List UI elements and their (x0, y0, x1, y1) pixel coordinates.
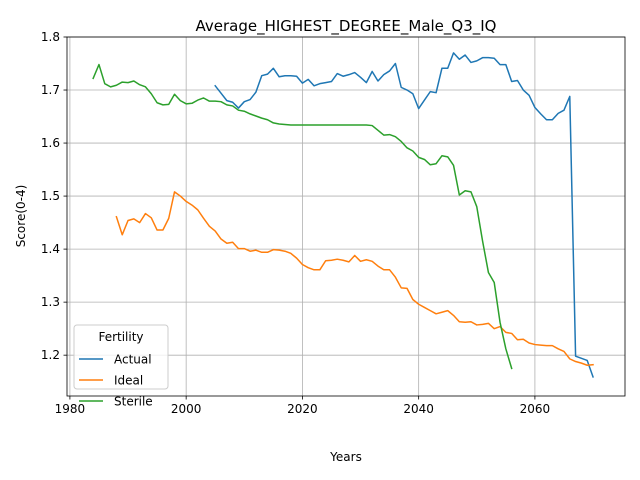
legend-box (73, 324, 169, 390)
y-tick-label: 1.2 (41, 348, 60, 362)
series-line-sterile (92, 63, 513, 370)
legend-label-sterile: Sterile (114, 395, 153, 409)
x-tick-label: 2000 (171, 402, 202, 416)
legend-label-actual: Actual (114, 353, 152, 367)
legend-title: Fertility (98, 330, 143, 344)
chart-title: Average_HIGHEST_DEGREE_Male_Q3_IQ (195, 17, 496, 36)
x-tick-label: 1980 (55, 402, 86, 416)
x-tick-label: 2060 (520, 402, 551, 416)
x-axis-label: Years (329, 450, 362, 464)
series-line-actual (214, 52, 594, 378)
y-tick-label: 1.8 (41, 30, 60, 44)
x-tick-label: 2020 (287, 402, 318, 416)
y-tick-label: 1.7 (41, 83, 60, 97)
legend-label-ideal: Ideal (114, 374, 143, 388)
series-lines (92, 52, 594, 378)
axis-ticks: 1980 2000 2020 2040 2060 1.2 1.3 1.4 1.5 1.6 1.7 1.… (41, 30, 550, 416)
legend-entries: Actual Ideal Sterile (79, 353, 153, 409)
x-tick-label: 2040 (403, 402, 434, 416)
series-line-ideal (115, 191, 594, 366)
y-tick-label: 1.3 (41, 295, 60, 309)
y-tick-label: 1.4 (41, 242, 60, 256)
y-tick-label: 1.5 (41, 189, 60, 203)
plot-frame (66, 36, 626, 397)
y-tick-label: 1.6 (41, 136, 60, 150)
grid (67, 36, 625, 396)
y-axis-label: Score(0-4) (14, 185, 28, 248)
legend: Fertility Actual Ideal Sterile (73, 324, 169, 409)
